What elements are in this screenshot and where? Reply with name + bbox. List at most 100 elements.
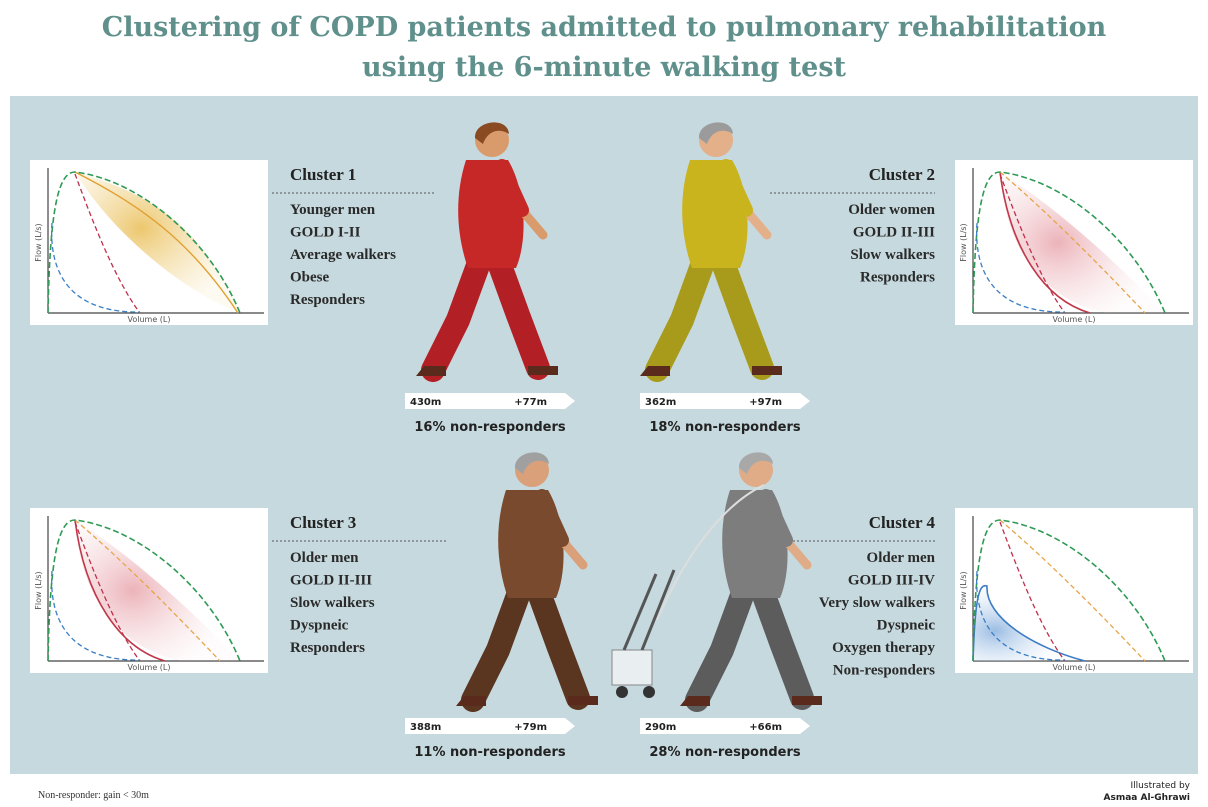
curve (74, 519, 166, 662)
leg (461, 578, 532, 712)
leg (486, 248, 550, 380)
footnote: Non-responder: gain < 30m (38, 790, 149, 801)
cluster-name: Cluster 4 (869, 513, 936, 532)
leg (526, 578, 590, 710)
shoe (792, 696, 822, 705)
leg (645, 248, 716, 382)
distance-banner (405, 393, 575, 409)
trait: Dyspneic (290, 618, 349, 634)
cart-wheel (616, 686, 628, 698)
shoe (456, 696, 486, 706)
shoe (680, 696, 710, 706)
x-axis-label: Volume (L) (1053, 663, 1096, 672)
trait: Younger men (290, 202, 376, 218)
leg (710, 248, 774, 380)
shade (973, 585, 1085, 661)
credit: Asmaa Al-Ghrawi (1104, 793, 1190, 803)
y-axis-label: Flow (L/s) (959, 571, 968, 609)
walker-figure (611, 452, 822, 712)
curve (47, 171, 241, 314)
trait: Responders (290, 292, 365, 308)
title-line: using the 6-minute walking test (362, 52, 847, 83)
trait: Older men (290, 550, 359, 566)
gain: +79m (514, 722, 547, 733)
leg (685, 578, 756, 712)
curve (999, 171, 1091, 314)
oxygen-tube (656, 484, 765, 621)
shade (75, 172, 240, 313)
flow-volume-plot: Volume (L) Flow (L/s) (30, 160, 268, 325)
distance: 290m (645, 722, 676, 733)
non-responders: 16% non-responders (414, 420, 565, 435)
curve (972, 584, 1086, 662)
shoe (640, 366, 670, 376)
cluster-name: Cluster 2 (869, 165, 935, 184)
y-axis-label: Flow (L/s) (34, 223, 43, 261)
shoe (568, 696, 598, 705)
trait: Average walkers (290, 247, 396, 263)
sleeve (495, 159, 529, 217)
x-axis-label: Volume (L) (1053, 315, 1096, 324)
distance-banner (405, 718, 575, 734)
trait: Responders (290, 640, 365, 656)
oxygen-cart (611, 649, 653, 686)
y-axis-label: Flow (L/s) (34, 571, 43, 609)
non-responders: 28% non-responders (649, 745, 800, 760)
curve (976, 222, 1066, 313)
leg (750, 578, 814, 710)
curve (47, 519, 241, 662)
curve (51, 570, 141, 661)
curve (74, 521, 141, 662)
trait: Oxygen therapy (832, 640, 935, 656)
curve (51, 222, 141, 313)
gain: +97m (749, 397, 782, 408)
cluster-name: Cluster 1 (290, 165, 356, 184)
cart-wheel (643, 686, 655, 698)
y-axis-label: Flow (L/s) (959, 223, 968, 261)
leg (421, 248, 492, 382)
hair (698, 122, 733, 144)
content: Volume (L) Flow (L/s) Cluster 1 Younger men… (30, 122, 1193, 760)
non-responders: 18% non-responders (649, 420, 800, 435)
distance-banner (640, 718, 810, 734)
trait: Older women (848, 202, 935, 218)
flow-volume-plot: Volume (L) Flow (L/s) (955, 160, 1193, 325)
curve (972, 171, 1166, 314)
sleeve (535, 489, 569, 547)
curve (976, 570, 1066, 661)
flow-volume-plot: Volume (L) Flow (L/s) (955, 508, 1193, 673)
trait: Obese (290, 270, 330, 286)
shade (75, 520, 240, 661)
walker-figure (640, 122, 782, 382)
sleeve (759, 489, 793, 547)
distance: 362m (645, 397, 676, 408)
hair (514, 452, 549, 474)
x-axis-label: Volume (L) (128, 315, 171, 324)
trait: Slow walkers (290, 595, 375, 611)
distance: 388m (410, 722, 441, 733)
curve (972, 519, 1166, 662)
trait: GOLD III-IV (848, 573, 935, 589)
hair (738, 452, 773, 474)
gain: +66m (749, 722, 782, 733)
non-responders: 11% non-responders (414, 745, 565, 760)
flow-volume-plot: Volume (L) Flow (L/s) (30, 508, 268, 673)
shade (1000, 172, 1165, 313)
shoe (528, 366, 558, 375)
gain: +77m (514, 397, 547, 408)
trait: GOLD II-III (853, 225, 935, 241)
trait: GOLD I-II (290, 225, 361, 241)
trait: Responders (860, 270, 935, 286)
trait: GOLD II-III (290, 573, 372, 589)
trait: Non-responders (833, 663, 935, 679)
cluster-name: Cluster 3 (290, 513, 356, 532)
x-axis-label: Volume (L) (128, 663, 171, 672)
walker-figure (456, 452, 598, 712)
distance: 430m (410, 397, 441, 408)
walker-figure (416, 122, 558, 382)
trait: Older men (867, 550, 936, 566)
credit: Illustrated by (1131, 781, 1191, 791)
hair (474, 122, 509, 144)
shoe (416, 366, 446, 376)
